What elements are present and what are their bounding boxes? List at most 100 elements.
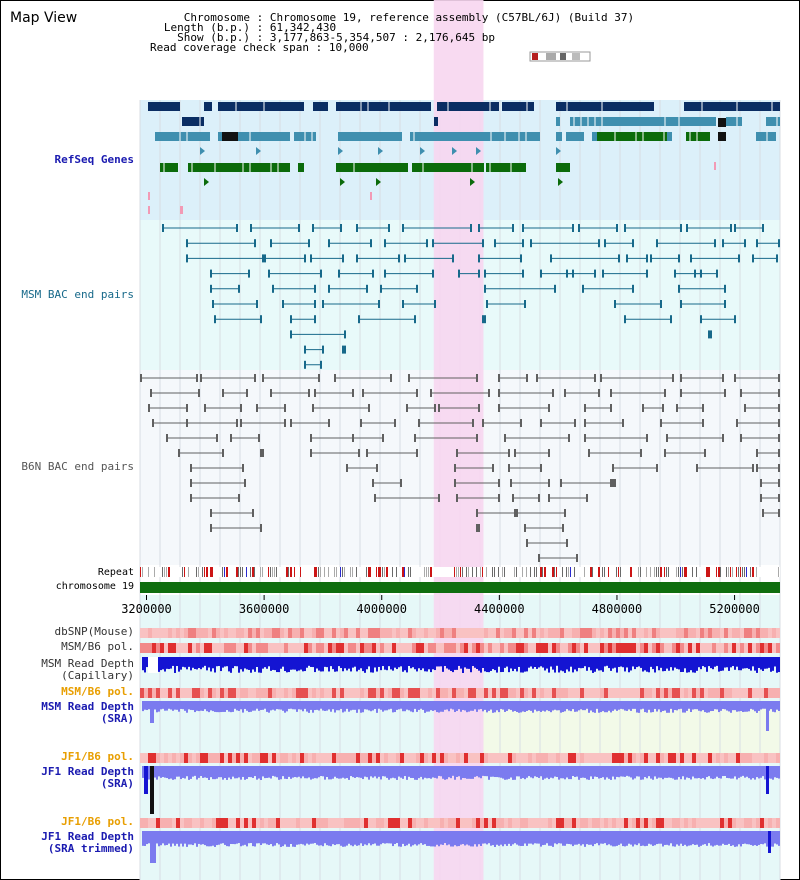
track-label-jf1-depth-sra[interactable]: JF1 Read Depth (SRA) — [41, 766, 134, 790]
repeat-mark — [742, 567, 743, 577]
msm-capillary-depth — [416, 657, 418, 672]
bac-end — [238, 284, 240, 293]
jf1-sra-depth — [300, 766, 302, 779]
gene-row2 — [726, 117, 742, 126]
track-label-msm-b6-pol[interactable]: MSM/B6 pol. — [61, 640, 134, 653]
jf1-trim-depth — [200, 831, 202, 845]
msm-pol-cell — [392, 643, 396, 653]
repeat-mark — [276, 567, 277, 577]
jf1-sra-depth — [226, 766, 228, 780]
repeat-mark — [746, 567, 747, 577]
msm-pol-cell — [488, 643, 492, 653]
msm-pol2-cell — [404, 688, 408, 698]
jf1-trim-depth — [682, 831, 684, 846]
jf1-trim-depth — [226, 831, 228, 847]
jf1-sra-depth — [776, 766, 778, 778]
track-label-refseq[interactable]: RefSeq Genes — [54, 153, 134, 166]
track-label-msm-bac[interactable]: MSM BAC end pairs — [21, 288, 134, 301]
msm-sra-depth — [376, 701, 378, 713]
msm-capillary-depth — [192, 657, 194, 668]
bac-end — [402, 300, 404, 308]
msm-capillary-depth — [726, 657, 728, 668]
jf1-pol2-cell — [392, 818, 396, 828]
msm-capillary-depth — [640, 657, 642, 668]
msm-capillary-depth — [684, 657, 686, 669]
msm-sra-depth — [350, 701, 352, 711]
track-label-msm-b6-pol-2[interactable]: MSM/B6 pol. — [61, 685, 134, 698]
track-label-dbsnp[interactable]: dbSNP(Mouse) — [54, 625, 134, 638]
msm-sra-depth — [374, 701, 376, 709]
label-line: (SRA) — [100, 712, 134, 725]
msm-pol2-cell — [680, 688, 684, 698]
bac-end — [776, 254, 778, 263]
jf1-sra-depth — [596, 766, 598, 777]
jf1-pol2-cell — [332, 818, 336, 828]
jf1-trim-depth — [388, 831, 390, 844]
bac-end — [256, 300, 258, 308]
msm-pol2-cell — [464, 688, 468, 698]
jf1-pol-cell — [452, 753, 456, 763]
bac-end — [548, 449, 550, 457]
jf1-sra-depth — [728, 766, 730, 779]
msm-capillary-depth — [328, 657, 330, 672]
jf1-sra-depth — [212, 766, 214, 780]
jf1-sra-depth — [174, 766, 176, 780]
msm-pol-cell — [160, 643, 164, 653]
jf1-sra-depth — [612, 766, 614, 777]
dbsnp-cell — [752, 628, 756, 638]
repeat-mark — [584, 567, 585, 577]
msm-capillary-depth — [454, 657, 456, 670]
track-label-msm-depth-capillary[interactable]: MSM Read Depth (Capillary) — [41, 658, 134, 682]
msm-pol-cell — [748, 643, 752, 653]
jf1-trim-depth — [690, 831, 692, 846]
track-label-b6n-bac[interactable]: B6N BAC end pairs — [21, 460, 134, 473]
dbsnp-cell — [436, 628, 440, 638]
jf1-sra-depth — [586, 766, 588, 780]
jf1-pol-cell — [644, 753, 648, 763]
msm-capillary-depth — [486, 657, 488, 673]
jf1-trim-depth — [158, 831, 160, 847]
msm-capillary-depth — [270, 657, 272, 671]
jf1-pol-cell — [208, 753, 212, 763]
jf1-sra-depth — [774, 766, 776, 778]
track-label-repeat[interactable]: Repeat — [97, 567, 134, 578]
msm-capillary-depth — [184, 657, 186, 668]
jf1-trim-depth — [626, 831, 628, 846]
track-label-jf1-b6-pol-2[interactable]: JF1/B6 pol. — [61, 815, 134, 828]
msm-pol-cell — [752, 643, 756, 653]
msm-sra-depth — [264, 701, 266, 709]
jf1-sra-depth — [308, 766, 310, 778]
msm-sra-depth — [592, 701, 594, 713]
bac-end — [338, 269, 340, 278]
jf1-sra-depth — [364, 766, 366, 777]
msm-pol2-cell — [552, 688, 556, 698]
dbsnp-cell — [304, 628, 308, 638]
jf1-pol2-cell — [172, 818, 176, 828]
msm-sra-depth — [444, 701, 446, 710]
jf1-pol2-cell — [604, 818, 608, 828]
bac-end — [476, 509, 478, 517]
jf1-pol2-cell — [532, 818, 536, 828]
msm-capillary-depth — [198, 657, 200, 669]
track-label-chromosome[interactable]: chromosome 19 — [55, 581, 134, 592]
msm-capillary-depth — [738, 657, 740, 671]
track-label-jf1-depth-trimmed[interactable]: JF1 Read Depth (SRA trimmed) — [41, 831, 134, 855]
jf1-trim-depth — [758, 831, 760, 845]
msm-pol2-cell — [472, 688, 476, 698]
track-label-jf1-b6-pol[interactable]: JF1/B6 pol. — [61, 750, 134, 763]
msm-sra-depth — [172, 701, 174, 711]
jf1-pol-cell — [340, 753, 344, 763]
track-label-msm-depth-sra[interactable]: MSM Read Depth (SRA) — [41, 701, 134, 725]
msm-sra-depth — [276, 701, 278, 710]
repeat-mark — [236, 567, 238, 577]
msm-capillary-depth — [326, 657, 328, 668]
msm-pol-cell — [696, 643, 700, 653]
jf1-pol-cell — [172, 753, 176, 763]
msm-capillary-depth — [450, 657, 452, 671]
jf1-pol2-cell — [668, 818, 672, 828]
jf1-pol2-cell — [496, 818, 500, 828]
bac-end — [260, 315, 262, 324]
msm-sra-depth — [486, 701, 488, 713]
jf1-sra-depth — [224, 766, 226, 779]
msm-pol2-cell — [628, 688, 632, 698]
